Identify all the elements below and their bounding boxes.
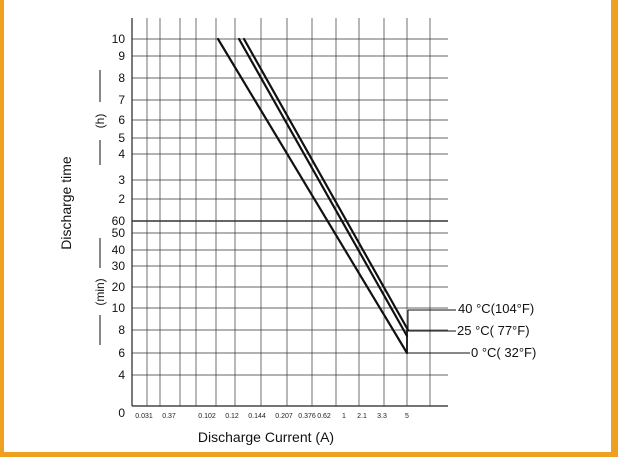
grid [131,18,448,407]
x-axis-title: Discharge Current (A) [198,429,334,445]
x-tick-label: 1 [342,413,346,420]
y-tick-label-hours: 4 [118,147,125,161]
y-tick-label-hours: 9 [118,49,125,63]
x-ticks: 0.031 0.37 0.102 0.12 0.144 0.207 0.376 0.62 1 2.… [135,413,409,420]
x-tick-label: 0.37 [162,413,176,420]
chart-panel: 10 9 8 7 6 5 4 3 2 60 50 40 30 20 10 8 6 4 0.031 0.37 0.10… [4,0,611,452]
x-tick-label: 0.207 [275,413,293,420]
y-tick-label-minutes: 20 [112,280,126,294]
series-group [216,37,410,355]
y-tick-label-minutes: 8 [118,323,125,337]
y-ticks-hours: 10 9 8 7 6 5 4 3 2 [112,32,126,206]
series-line-25c [237,37,409,338]
y-tick-label-hours: 6 [118,113,125,127]
x-tick-label: 2.1 [357,413,367,420]
x-tick-label: 5 [405,413,409,420]
series-line-0c [216,37,409,355]
series-label-40c: 40 °C(104°F) [458,301,534,316]
y-tick-label-minutes: 4 [118,368,125,382]
y-unit-hours: (h) [93,114,107,129]
x-tick-label: 0.102 [198,413,216,420]
y-unit-minutes: (min) [93,278,107,305]
y-axis-title: Discharge time [58,156,74,250]
x-tick-label: 0.62 [317,413,331,420]
series-label-0c: 0 °C( 32°F) [471,345,536,360]
x-tick-label: 0.12 [225,413,239,420]
y-tick-label-minutes: 30 [112,259,126,273]
y-tick-label-minutes: 60 [112,214,126,228]
y-tick-label-hours: 2 [118,192,125,206]
y-tick-label-hours: 7 [118,93,125,107]
y-tick-label-hours: 3 [118,173,125,187]
x-tick-label: 3.3 [377,413,387,420]
series-leaders [407,309,470,354]
y-zero-label: 0 [118,406,125,420]
y-tick-label-hours: 8 [118,71,125,85]
y-tick-label-minutes: 6 [118,346,125,360]
series-label-25c: 25 °C( 77°F) [457,323,530,338]
x-tick-label: 0.376 [298,413,316,420]
y-tick-label-minutes: 40 [112,243,126,257]
y-tick-label-hours: 5 [118,131,125,145]
x-tick-label: 0.144 [248,413,266,420]
series-line-40c [242,37,410,332]
y-tick-label-hours: 10 [112,32,126,46]
y-tick-label-minutes: 10 [112,301,126,315]
x-tick-label: 0.031 [135,413,153,420]
y-tick-label-minutes: 50 [112,226,126,240]
